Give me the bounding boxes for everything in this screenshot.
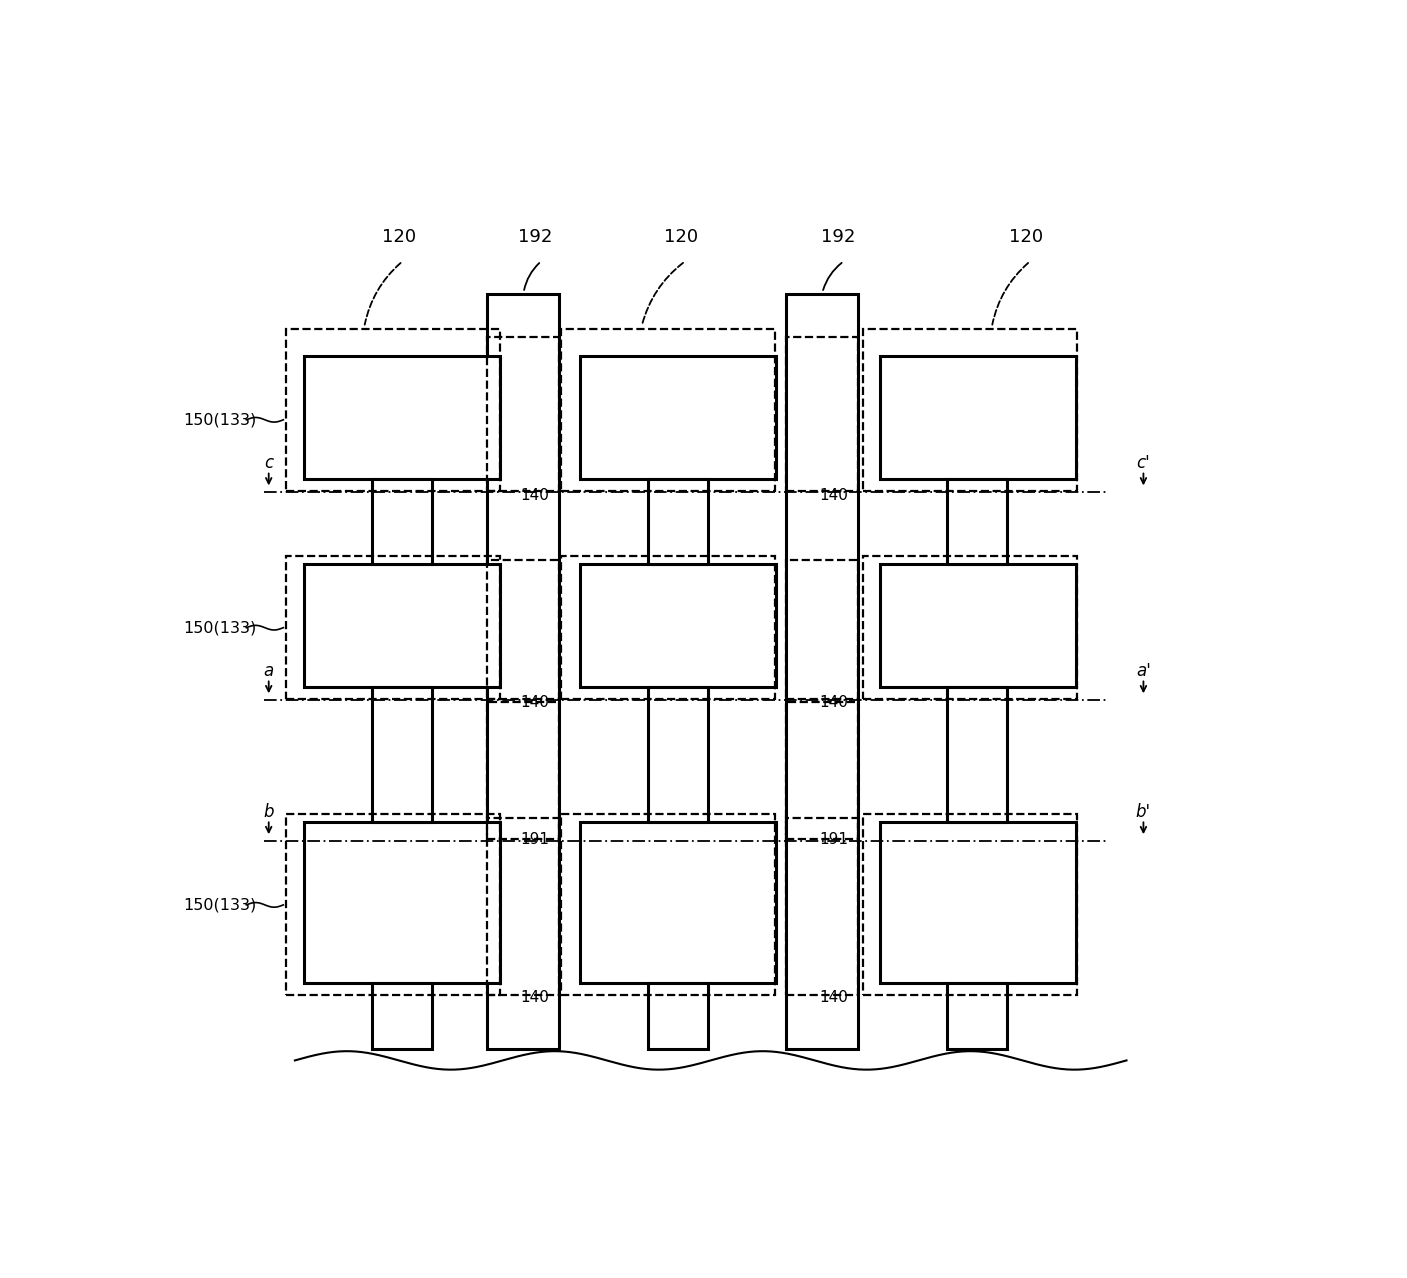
Text: b': b' [1135,803,1151,820]
Text: 120: 120 [1009,227,1044,245]
Bar [947,983,1007,1049]
Bar [487,294,559,1049]
Bar [881,822,1076,983]
Text: a': a' [1135,662,1151,680]
Bar [487,818,559,996]
Text: b: b [263,803,274,820]
Bar [862,814,1078,996]
Bar [286,556,499,699]
Bar [580,355,777,479]
Bar [304,564,501,688]
Text: 140: 140 [521,695,549,709]
Bar [787,818,858,996]
Text: 120: 120 [664,227,698,245]
Text: 140: 140 [819,695,848,709]
Bar [371,983,432,1049]
Text: 191: 191 [521,832,550,847]
Bar [787,336,858,491]
Bar [787,703,858,838]
Bar [647,983,708,1049]
Text: 140: 140 [819,487,848,502]
Text: c: c [265,454,273,472]
Bar [560,328,775,491]
Text: 192: 192 [820,227,855,245]
Bar [947,688,1007,822]
Text: 140: 140 [819,989,848,1005]
Bar [947,479,1007,564]
Text: 192: 192 [518,227,553,245]
Bar [580,564,777,688]
Text: 150(133): 150(133) [183,413,256,427]
Bar [647,688,708,822]
Bar [487,703,559,838]
Bar [560,556,775,699]
Bar [487,560,559,699]
Text: 150(133): 150(133) [183,620,256,635]
Bar [647,479,708,564]
Bar [560,814,775,996]
Bar [862,556,1078,699]
Text: c': c' [1137,454,1151,472]
Bar [286,328,499,491]
Text: 150(133): 150(133) [183,897,256,912]
Bar [371,479,432,564]
Text: 191: 191 [819,832,848,847]
Bar [304,822,501,983]
Text: 140: 140 [521,487,549,502]
Bar [580,822,777,983]
Bar [487,336,559,491]
Bar [862,328,1078,491]
Bar [787,294,858,1049]
Text: a: a [263,662,274,680]
Text: 140: 140 [521,989,549,1005]
Bar [286,814,499,996]
Bar [881,355,1076,479]
Bar [304,355,501,479]
Text: 120: 120 [381,227,416,245]
Bar [787,560,858,699]
Bar [371,688,432,822]
Bar [881,564,1076,688]
